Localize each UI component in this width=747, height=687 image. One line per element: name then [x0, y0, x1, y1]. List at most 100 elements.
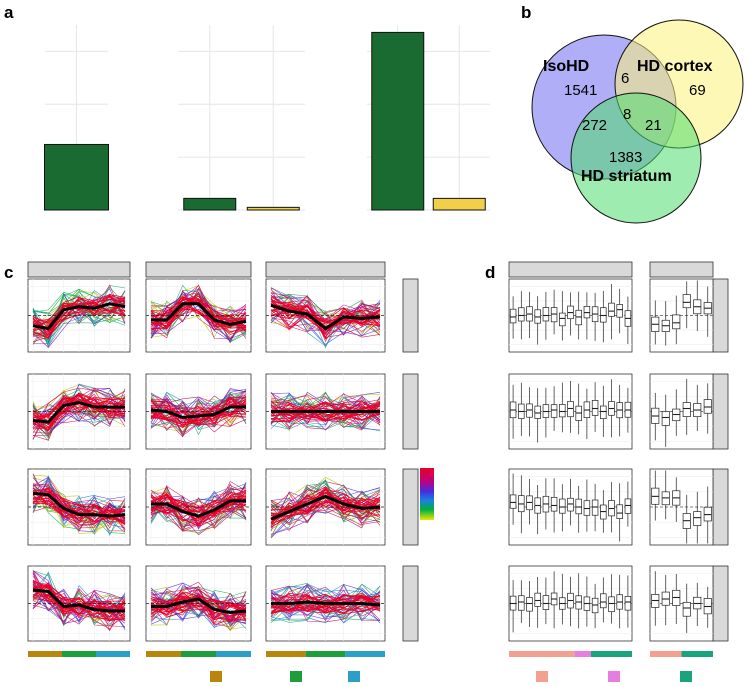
c-core-line — [150, 502, 247, 527]
venn-count-striatum-only: 1383 — [609, 149, 642, 166]
c-member-line — [270, 504, 381, 526]
c-centroid-line — [271, 600, 381, 607]
c-member-line — [270, 587, 381, 615]
c-core-line — [270, 302, 381, 325]
c-member-line — [32, 389, 126, 423]
d-box — [608, 302, 615, 317]
c-member-line — [270, 394, 381, 407]
c-core-line — [32, 486, 126, 522]
c-member-line — [270, 296, 381, 343]
c-centroid-line — [32, 302, 126, 331]
c-cag-bar-control — [266, 651, 306, 657]
c-member-line — [32, 389, 126, 420]
c-legend-swatch-0 — [210, 671, 222, 682]
c-core-line — [32, 397, 126, 426]
c-core-line — [270, 300, 381, 324]
c-cag-bar-81q — [345, 651, 385, 657]
d-box — [693, 511, 702, 526]
c-core-line — [270, 593, 381, 614]
d-legend-swatch-2 — [680, 671, 692, 682]
c-core-line — [32, 302, 126, 330]
venn-set-isohd: IsoHD — [543, 58, 589, 75]
c-member-line — [32, 384, 126, 434]
d-cond-bar-control — [650, 651, 682, 657]
c-member-line — [32, 572, 126, 626]
c-core-line — [150, 498, 247, 520]
c-member-line — [150, 484, 247, 520]
d-strip-1 — [649, 261, 714, 278]
c-core-line — [32, 490, 126, 512]
c-member-line — [150, 487, 247, 516]
d-box — [509, 494, 517, 509]
c-centroid-line — [151, 499, 246, 518]
c-core-line — [150, 595, 247, 622]
d-box — [542, 595, 550, 610]
d-box — [550, 496, 558, 512]
c-core-line — [270, 494, 381, 520]
c-member-line — [270, 391, 381, 428]
c-cag-bar-45q — [181, 651, 216, 657]
c-core-line — [270, 593, 381, 612]
d-box — [682, 402, 691, 417]
c-member-line — [270, 297, 381, 346]
panel-c-label: c — [4, 263, 13, 282]
c-core-line — [270, 400, 381, 423]
c-core-line — [150, 299, 247, 334]
c-member-line — [32, 289, 126, 348]
c-core-line — [270, 403, 381, 422]
d-strip-0 — [508, 261, 633, 278]
c-member-line — [270, 299, 381, 334]
d-box — [624, 596, 632, 611]
d-box — [591, 499, 599, 516]
c-core-line — [150, 397, 247, 425]
c-core-line — [150, 309, 247, 332]
c-centroid-line — [32, 588, 125, 613]
a-bar-striatum — [44, 143, 109, 211]
c-core-line — [150, 397, 247, 424]
c-strip-0 — [27, 261, 131, 278]
c-core-line — [32, 295, 126, 332]
c-member-line — [150, 397, 247, 436]
venn-diagram: IsoHD HD cortex HD striatum 1541 69 1383… — [531, 19, 744, 224]
d-legend-swatch-0 — [536, 671, 548, 682]
d-box — [550, 307, 558, 323]
c-core-line — [150, 401, 247, 422]
c-member-line — [32, 397, 126, 440]
c-core-line — [270, 405, 381, 419]
c-core-line — [32, 597, 126, 618]
venn-set-striatum: HD striatum — [581, 168, 672, 185]
d-box — [661, 411, 670, 426]
c-member-line — [270, 585, 381, 618]
c-core-line — [32, 581, 125, 614]
c-member-line — [150, 585, 247, 625]
d-box — [550, 404, 558, 418]
c-core-line — [150, 295, 247, 331]
c-member-line — [150, 486, 247, 536]
c-core-line — [150, 596, 247, 623]
c-centroid-line — [151, 597, 247, 615]
d-box — [591, 400, 599, 416]
venn-set-cortex: HD cortex — [637, 58, 713, 75]
d-box — [600, 405, 607, 419]
d-box — [616, 304, 623, 318]
c-member-line — [150, 591, 247, 621]
d-box — [559, 404, 566, 418]
c-core-line — [150, 588, 247, 617]
c-row-strip — [402, 278, 419, 353]
c-member-line — [150, 287, 247, 335]
panel-a-label: a — [4, 3, 14, 22]
c-member-line — [270, 304, 381, 332]
c-member-line — [32, 290, 126, 324]
c-member-line — [150, 492, 247, 532]
d-box — [682, 294, 691, 309]
c-core-line — [270, 485, 381, 518]
c-core-line — [150, 399, 247, 427]
c-member-line — [32, 387, 126, 428]
c-row-strip — [402, 565, 419, 642]
c-member-line — [270, 486, 381, 526]
d-cond-bar-grade34 — [681, 651, 713, 657]
d-box — [703, 399, 712, 414]
c-core-line — [32, 304, 126, 335]
d-row-strip — [712, 565, 729, 642]
